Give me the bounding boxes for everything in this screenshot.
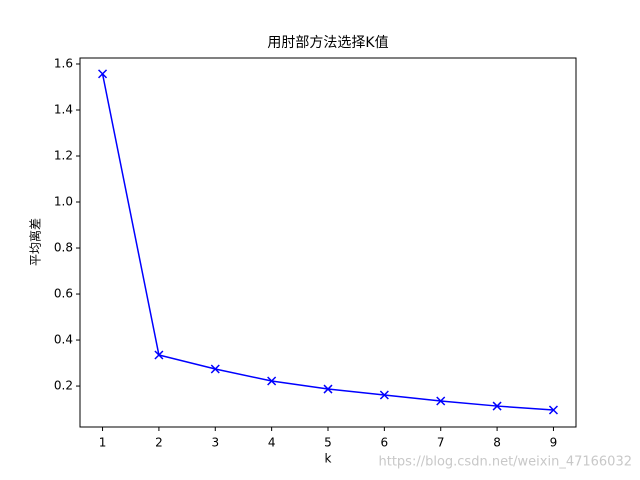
y-tick-label: 1.2 — [54, 149, 73, 163]
y-tick-label: 1.0 — [54, 195, 73, 209]
y-axis-label: 平均离差 — [28, 218, 43, 266]
x-tick-label: 3 — [211, 436, 219, 450]
marker — [98, 69, 108, 79]
y-tick-label: 1.4 — [54, 102, 73, 116]
y-tick-label: 0.2 — [54, 379, 73, 393]
x-tick-label: 1 — [99, 436, 107, 450]
x-tick-label: 6 — [381, 436, 389, 450]
watermark: https://blog.csdn.net/weixin_47166032 — [378, 455, 632, 470]
y-tick-label: 0.8 — [54, 241, 73, 255]
x-tick-label: 8 — [493, 436, 501, 450]
x-tick-label: 4 — [268, 436, 276, 450]
chart-title: 用肘部方法选择K值 — [267, 35, 388, 51]
x-tick-label: 5 — [324, 436, 332, 450]
x-axis-label: k — [325, 452, 332, 466]
marker — [210, 364, 220, 374]
x-tick-label: 7 — [437, 436, 445, 450]
marker — [492, 401, 502, 411]
y-tick-label: 0.6 — [54, 287, 73, 301]
x-tick-label: 2 — [155, 436, 163, 450]
y-tick-label: 0.4 — [54, 333, 73, 347]
marker — [548, 405, 558, 415]
marker — [267, 376, 277, 386]
y-tick-label: 1.6 — [54, 56, 73, 70]
marker — [436, 396, 446, 406]
x-tick-label: 9 — [550, 436, 558, 450]
marker — [323, 384, 333, 394]
marker — [379, 390, 389, 400]
marker — [154, 350, 164, 360]
